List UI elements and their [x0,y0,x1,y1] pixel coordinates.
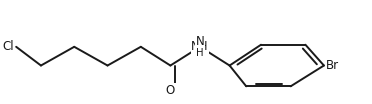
Text: Cl: Cl [3,40,14,53]
Text: H: H [196,48,204,58]
Text: NH: NH [191,40,209,53]
Text: O: O [166,84,175,97]
Text: N: N [196,35,204,48]
Text: Br: Br [326,59,339,72]
